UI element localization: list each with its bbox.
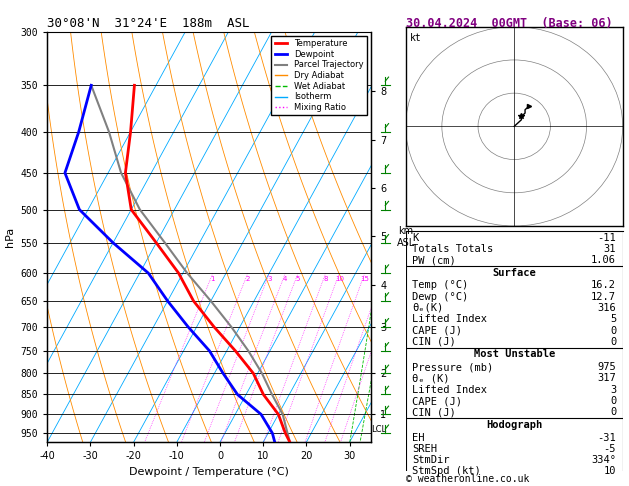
Text: EH: EH [412,433,425,443]
Text: θₑ (K): θₑ (K) [412,373,450,383]
Text: 4: 4 [283,277,287,282]
Text: 20: 20 [379,277,388,282]
X-axis label: Dewpoint / Temperature (°C): Dewpoint / Temperature (°C) [129,467,289,477]
Text: Lifted Index: Lifted Index [412,314,487,324]
Text: 975: 975 [598,362,616,372]
Text: 316: 316 [598,303,616,313]
Text: θₑ(K): θₑ(K) [412,303,443,313]
Text: 0: 0 [610,407,616,417]
Text: 0: 0 [610,326,616,336]
Text: 15: 15 [360,277,369,282]
Text: Hodograph: Hodograph [486,420,542,430]
Text: 0: 0 [610,396,616,406]
Text: 5: 5 [610,314,616,324]
Text: K: K [412,232,418,243]
Y-axis label: hPa: hPa [5,227,15,247]
Text: 31: 31 [604,244,616,254]
Text: Most Unstable: Most Unstable [474,349,555,360]
Text: 10: 10 [604,467,616,476]
Legend: Temperature, Dewpoint, Parcel Trajectory, Dry Adiabat, Wet Adiabat, Isotherm, Mi: Temperature, Dewpoint, Parcel Trajectory… [272,36,367,115]
Text: © weatheronline.co.uk: © weatheronline.co.uk [406,473,529,484]
Text: CAPE (J): CAPE (J) [412,326,462,336]
Text: 5: 5 [296,277,300,282]
Text: 2: 2 [245,277,250,282]
Text: 30.04.2024  00GMT  (Base: 06): 30.04.2024 00GMT (Base: 06) [406,17,612,30]
Text: Pressure (mb): Pressure (mb) [412,362,494,372]
Text: kt: kt [410,33,422,43]
Text: 317: 317 [598,373,616,383]
Text: CIN (J): CIN (J) [412,407,456,417]
Text: 334°: 334° [591,455,616,465]
Text: Lifted Index: Lifted Index [412,385,487,395]
Text: Temp (°C): Temp (°C) [412,280,469,290]
Text: 8: 8 [323,277,328,282]
Text: PW (cm): PW (cm) [412,255,456,265]
Text: StmDir: StmDir [412,455,450,465]
Text: -5: -5 [604,444,616,454]
Text: 25: 25 [394,277,403,282]
Text: 3: 3 [267,277,272,282]
Text: CIN (J): CIN (J) [412,337,456,347]
Text: 0: 0 [610,337,616,347]
Text: Totals Totals: Totals Totals [412,244,494,254]
Text: 30°08'N  31°24'E  188m  ASL: 30°08'N 31°24'E 188m ASL [47,17,250,31]
Text: LCL: LCL [371,425,386,434]
Text: CAPE (J): CAPE (J) [412,396,462,406]
Text: -11: -11 [598,232,616,243]
Text: -31: -31 [598,433,616,443]
Text: Surface: Surface [493,268,536,278]
Text: 12.7: 12.7 [591,292,616,302]
Text: Dewp (°C): Dewp (°C) [412,292,469,302]
Text: 1: 1 [211,277,215,282]
Text: 10: 10 [335,277,344,282]
Text: SREH: SREH [412,444,437,454]
Text: 1.06: 1.06 [591,255,616,265]
Y-axis label: km
ASL: km ASL [397,226,415,248]
Text: 3: 3 [610,385,616,395]
Text: 16.2: 16.2 [591,280,616,290]
Text: StmSpd (kt): StmSpd (kt) [412,467,481,476]
